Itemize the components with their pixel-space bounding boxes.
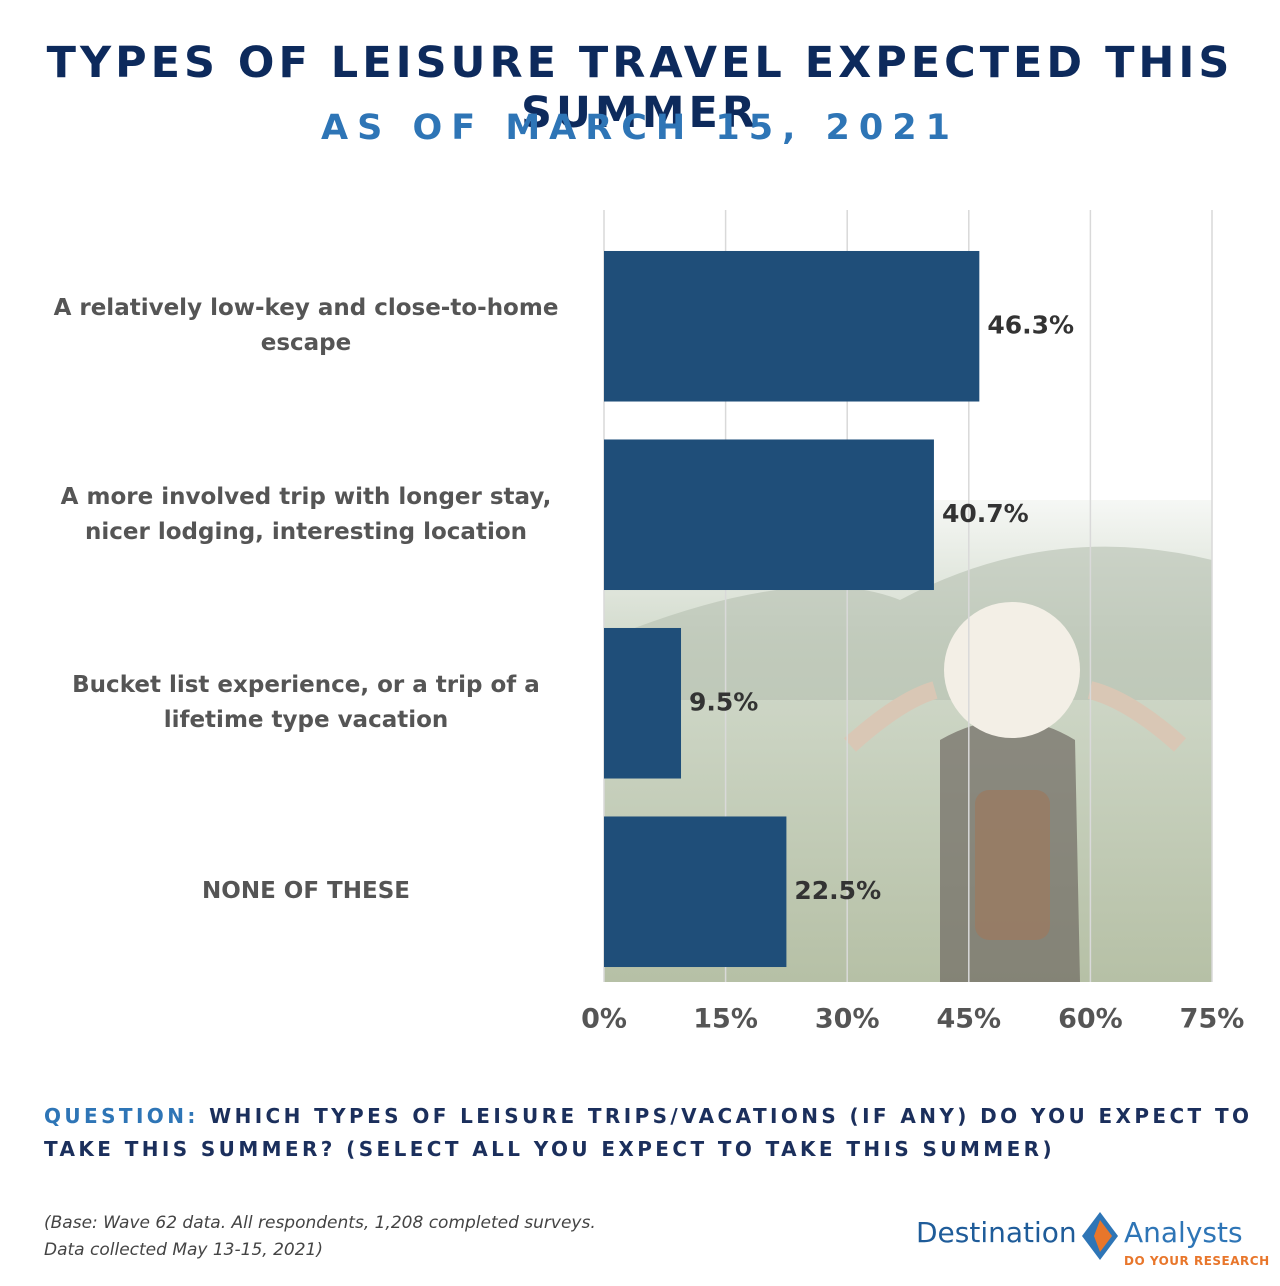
logo-text: Analysts: [1124, 1216, 1243, 1249]
x-tick-label: 30%: [815, 1004, 880, 1035]
logo-icon: [1082, 1212, 1118, 1260]
arms: [843, 681, 1187, 752]
bar: [604, 250, 980, 402]
x-tick-label: 0%: [581, 1004, 627, 1035]
footnote-line: (Base: Wave 62 data. All respondents, 1,…: [44, 1213, 596, 1233]
category-label: NONE OF THESE: [202, 878, 410, 905]
bar: [604, 627, 682, 779]
question-label: QUESTION:: [44, 1104, 199, 1128]
category-label: A relatively low-key and close-to-home e…: [53, 295, 559, 357]
x-tick-label: 60%: [1058, 1004, 1123, 1035]
value-label: 46.3%: [987, 310, 1074, 339]
footnote-line: Data collected May 13-15, 2021): [44, 1240, 323, 1260]
chart-title: TYPES OF LEISURE TRAVEL EXPECTED THIS SU…: [46, 38, 1234, 138]
x-tick-label: 75%: [1180, 1004, 1245, 1035]
bar: [604, 816, 787, 968]
footnote: (Base: Wave 62 data. All respondents, 1,…: [44, 1210, 596, 1264]
logo-tagline: DO YOUR RESEARCH: [1124, 1254, 1270, 1268]
x-tick-label: 45%: [936, 1004, 1001, 1035]
category-label: A more involved trip with longer stay, n…: [60, 483, 552, 545]
bar: [604, 439, 934, 591]
question-text: WHICH TYPES OF LEISURE TRIPS/VACATIONS (…: [44, 1104, 1253, 1161]
x-tick-label: 15%: [693, 1004, 758, 1035]
value-label: 9.5%: [689, 687, 758, 716]
question: QUESTION: WHICH TYPES OF LEISURE TRIPS/V…: [44, 1100, 1264, 1166]
logo-text: Destination: [916, 1216, 1077, 1249]
value-label: 40.7%: [942, 499, 1029, 528]
chart-subtitle: AS OF MARCH 15, 2021: [321, 108, 959, 148]
backpack: [975, 790, 1050, 940]
category-label: Bucket list experience, or a trip of a l…: [72, 672, 540, 734]
value-label: 22.5%: [794, 876, 881, 905]
hat: [944, 602, 1080, 738]
